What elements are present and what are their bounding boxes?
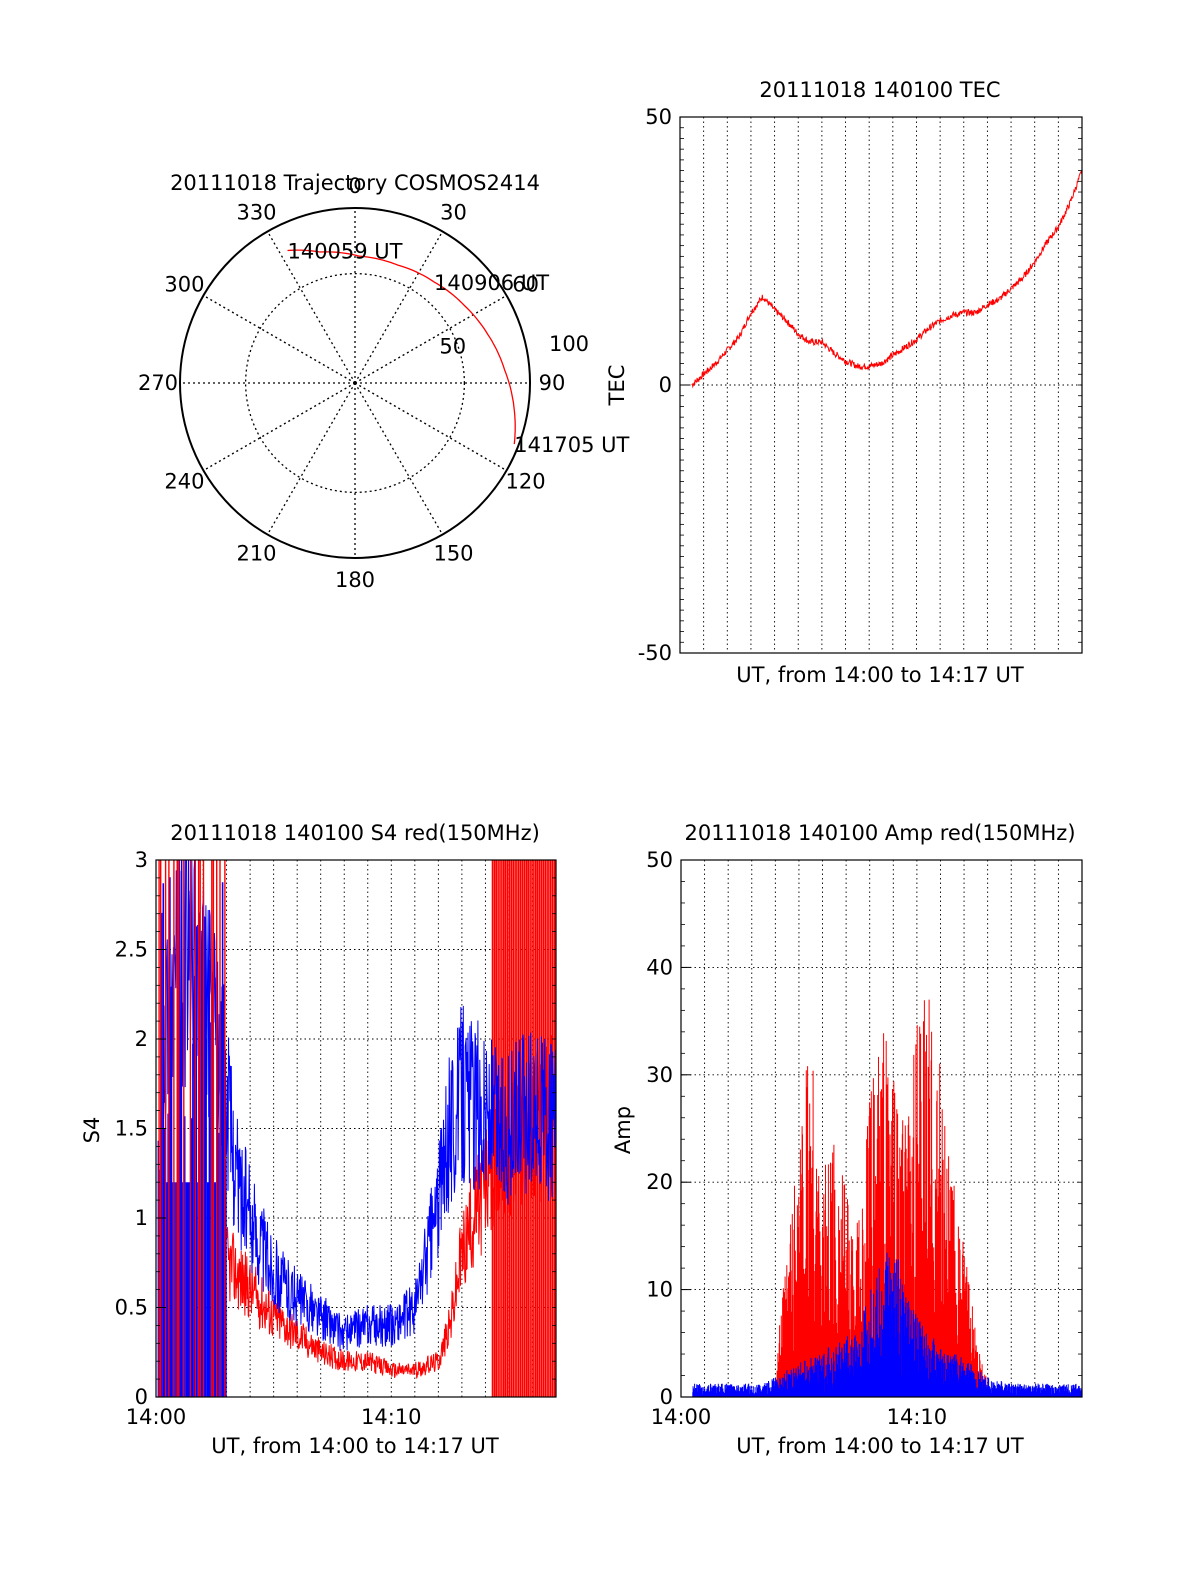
y-tick-label: 50 — [646, 848, 673, 872]
polar-spoke — [354, 382, 444, 535]
amp-title: 20111018 140100 Amp red(150MHz) — [684, 821, 1075, 845]
s4-blue-series — [162, 859, 557, 1351]
polar-azimuth-label: 0 — [348, 174, 361, 198]
polar-panel: 20111018 Trajectory COSMOS2414 0 30 60 90 12… — [138, 171, 630, 592]
amp-grid — [681, 860, 1082, 1397]
s4-red-series — [226, 1035, 557, 1380]
polar-trajectory-line — [287, 249, 516, 445]
x-tick-label: 14:10 — [361, 1405, 422, 1429]
amp-yticks: 0 10 20 30 40 50 — [646, 848, 1082, 1409]
polar-elevation-label: 100 — [549, 332, 589, 356]
polar-grid — [179, 207, 531, 559]
y-tick-label: -50 — [638, 641, 672, 665]
y-tick-label: 3 — [135, 848, 148, 872]
y-tick-label: 50 — [645, 105, 672, 129]
s4-panel: 20111018 140100 S4 red(150MHz) 0 0.5 1 1.5 2… — [80, 821, 557, 1458]
polar-title: 20111018 Trajectory COSMOS2414 — [170, 171, 540, 195]
y-tick-label: 0 — [660, 1385, 673, 1409]
s4-xticks: 14:00 14:10 — [126, 1405, 422, 1429]
polar-azimuth-label: 180 — [335, 568, 375, 592]
polar-azimuth-label: 90 — [539, 371, 566, 395]
amp-series — [692, 999, 1083, 1397]
polar-elevation-label: 50 — [439, 335, 466, 359]
polar-spoke — [354, 382, 507, 472]
x-tick-label: 14:10 — [887, 1405, 948, 1429]
polar-azimuth-label: 300 — [164, 273, 204, 297]
tec-title: 20111018 140100 TEC — [759, 78, 1000, 102]
polar-azimuth-label: 30 — [440, 200, 467, 224]
polar-azimuth-label: 210 — [236, 542, 276, 566]
y-tick-label: 0 — [135, 1385, 148, 1409]
polar-ring-50 — [244, 272, 466, 494]
amp-xticks: 14:00 14:10 — [651, 1405, 947, 1429]
tec-panel: 20111018 140100 TEC -50 0 50 UT, from 14:0… — [605, 78, 1083, 687]
polar-time-annotation: 141705 UT — [514, 433, 629, 457]
tec-series — [691, 169, 1083, 389]
s4-ylabel: S4 — [80, 1117, 104, 1144]
x-tick-label: 14:00 — [651, 1405, 712, 1429]
y-tick-label: 1.5 — [115, 1117, 148, 1141]
polar-azimuth-label: 330 — [236, 200, 276, 224]
x-tick-label: 14:00 — [126, 1405, 187, 1429]
polar-azimuth-label: 120 — [506, 470, 546, 494]
y-tick-label: 30 — [646, 1063, 673, 1087]
polar-spoke — [203, 294, 356, 384]
y-tick-label: 1 — [135, 1206, 148, 1230]
polar-spoke — [354, 231, 444, 384]
y-tick-label: 0.5 — [115, 1296, 148, 1320]
s4-series — [157, 859, 557, 1397]
polar-spoke — [203, 382, 356, 472]
polar-trajectory — [287, 249, 516, 445]
polar-azimuth-label: 60 — [512, 273, 539, 297]
amp-panel: 20111018 140100 Amp red(150MHz) 0 10 20 30 4… — [611, 821, 1083, 1458]
tec-ylabel: TEC — [605, 365, 629, 407]
tec-xlabel: UT, from 14:00 to 14:17 UT — [736, 663, 1024, 687]
y-tick-label: 2.5 — [115, 938, 148, 962]
y-tick-label: 2 — [135, 1027, 148, 1051]
polar-azimuth-label: 150 — [433, 542, 473, 566]
polar-azimuth-label: 240 — [164, 470, 204, 494]
y-tick-label: 10 — [646, 1278, 673, 1302]
polar-azimuth-label: 270 — [138, 371, 178, 395]
tec-frame — [679, 116, 1083, 654]
amp-blue-series — [692, 1252, 1083, 1397]
amp-ylabel: Amp — [611, 1106, 635, 1154]
polar-spoke — [266, 231, 356, 384]
amp-frame — [680, 859, 1083, 1398]
polar-annotations: 140059 UT 140906 UT 141705 UT — [287, 239, 629, 457]
polar-outer-circle — [179, 207, 531, 559]
polar-time-annotation: 140906 UT — [434, 271, 549, 295]
s4-title: 20111018 140100 S4 red(150MHz) — [170, 821, 540, 845]
polar-spoke — [266, 382, 356, 535]
polar-time-annotation: 140059 UT — [287, 239, 402, 263]
y-tick-label: 0 — [659, 373, 672, 397]
s4-xlabel: UT, from 14:00 to 14:17 UT — [211, 1434, 499, 1458]
y-tick-label: 40 — [646, 955, 673, 979]
tec-grid — [680, 117, 1082, 653]
polar-azimuth-labels: 0 30 60 90 120 150 180 210 240 270 300 330 50 100 — [138, 174, 589, 592]
amp-xlabel: UT, from 14:00 to 14:17 UT — [736, 1434, 1024, 1458]
polar-spoke — [354, 294, 507, 384]
y-tick-label: 20 — [646, 1170, 673, 1194]
tec-yticks: -50 0 50 — [638, 105, 1082, 665]
tec-line — [691, 169, 1083, 389]
s4-yticks: 0 0.5 1 1.5 2 2.5 3 — [115, 848, 556, 1409]
